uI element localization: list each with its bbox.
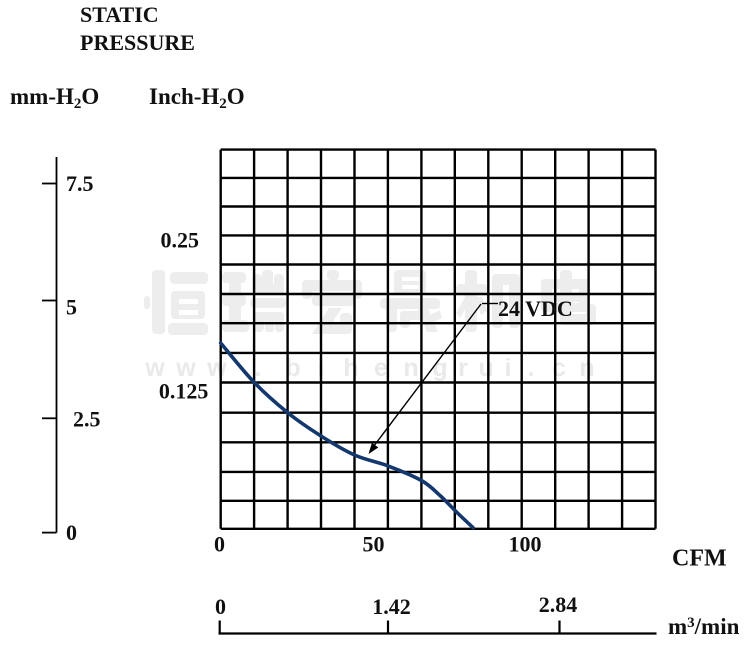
svg-text:r: r <box>458 354 468 382</box>
svg-text:g: g <box>432 354 447 382</box>
svg-text:h: h <box>343 354 358 382</box>
svg-text:100: 100 <box>509 532 542 557</box>
svg-text:b: b <box>285 354 300 382</box>
svg-text:n: n <box>403 354 418 382</box>
svg-text:m3/min: m3/min <box>668 614 740 639</box>
svg-text:e: e <box>374 354 388 382</box>
svg-text:w: w <box>175 354 196 382</box>
svg-text:w: w <box>144 354 165 382</box>
svg-text:w: w <box>206 354 227 382</box>
svg-text:0.25: 0.25 <box>161 227 200 252</box>
svg-text:50: 50 <box>363 532 385 557</box>
svg-text:7.5: 7.5 <box>66 171 94 196</box>
svg-text:0: 0 <box>215 594 226 619</box>
svg-text:STATIC: STATIC <box>80 2 159 27</box>
svg-text:0: 0 <box>66 520 77 545</box>
svg-text:2.84: 2.84 <box>539 592 578 617</box>
svg-text:0.125: 0.125 <box>159 378 209 403</box>
svg-text:1.42: 1.42 <box>372 594 411 619</box>
svg-text:.: . <box>528 354 535 382</box>
svg-text:u: u <box>478 354 493 382</box>
svg-text:Inch-H2O: Inch-H2O <box>149 84 245 112</box>
svg-text:CFM: CFM <box>672 546 727 572</box>
svg-text:mm-H2O: mm-H2O <box>10 84 99 112</box>
svg-text:PRESSURE: PRESSURE <box>80 30 195 55</box>
svg-text:24 VDC: 24 VDC <box>498 296 573 321</box>
svg-text:5: 5 <box>66 295 77 320</box>
svg-text:2.5: 2.5 <box>73 407 101 432</box>
svg-text:0: 0 <box>214 532 225 557</box>
svg-text:.: . <box>255 354 262 382</box>
svg-text:i: i <box>505 354 512 382</box>
svg-text:n: n <box>579 354 594 382</box>
